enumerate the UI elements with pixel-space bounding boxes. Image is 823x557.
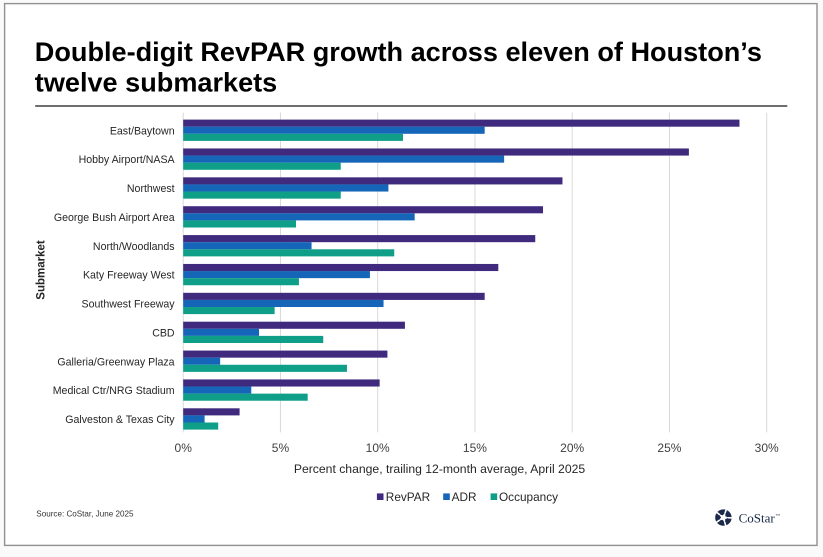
svg-text:Medical Ctr/NRG Stadium: Medical Ctr/NRG Stadium	[53, 385, 175, 397]
svg-text:twelve submarkets: twelve submarkets	[35, 67, 277, 98]
svg-text:RevPAR: RevPAR	[386, 490, 430, 504]
svg-text:Source: CoStar, June 2025: Source: CoStar, June 2025	[36, 510, 134, 519]
svg-text:George Bush Airport Area: George Bush Airport Area	[54, 212, 175, 224]
svg-text:25%: 25%	[657, 441, 681, 455]
svg-text:Percent change, trailing 12-mo: Percent change, trailing 12-month averag…	[294, 462, 586, 476]
svg-text:Double-digit RevPAR growth acr: Double-digit RevPAR growth across eleven…	[35, 36, 762, 67]
svg-text:15%: 15%	[463, 441, 487, 455]
svg-text:™: ™	[776, 513, 781, 518]
svg-text:Galveston & Texas City: Galveston & Texas City	[65, 414, 175, 426]
svg-text:CoStar: CoStar	[739, 510, 776, 525]
svg-text:Hobby Airport/NASA: Hobby Airport/NASA	[79, 154, 176, 166]
svg-text:5%: 5%	[272, 441, 290, 455]
svg-text:CBD: CBD	[152, 327, 175, 339]
svg-text:Southwest Freeway: Southwest Freeway	[82, 299, 176, 311]
svg-text:30%: 30%	[755, 441, 779, 455]
svg-text:Katy Freeway West: Katy Freeway West	[83, 270, 175, 282]
svg-text:10%: 10%	[366, 441, 390, 455]
svg-text:ADR: ADR	[452, 490, 477, 504]
svg-text:Submarket: Submarket	[36, 240, 48, 300]
svg-text:East/Baytown: East/Baytown	[110, 125, 175, 137]
svg-text:Galleria/Greenway Plaza: Galleria/Greenway Plaza	[57, 356, 174, 368]
svg-text:Occupancy: Occupancy	[499, 490, 558, 504]
svg-text:0%: 0%	[175, 441, 193, 455]
svg-text:20%: 20%	[560, 441, 584, 455]
svg-text:Northwest: Northwest	[127, 183, 175, 195]
svg-text:North/Woodlands: North/Woodlands	[93, 241, 175, 253]
